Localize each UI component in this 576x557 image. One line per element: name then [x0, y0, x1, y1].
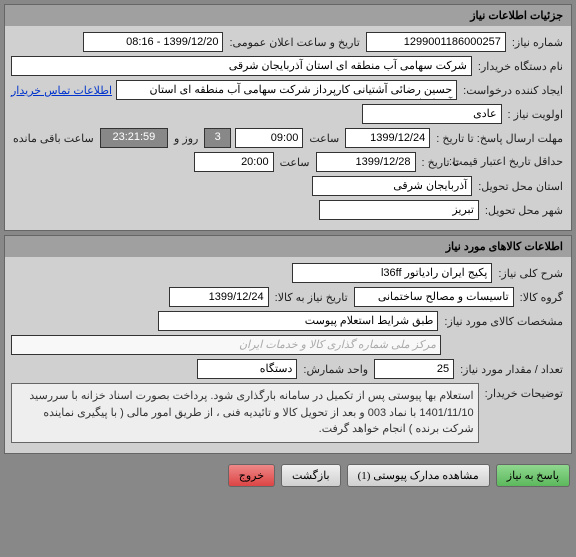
delivery-province-field: آذربایجان شرقی: [312, 176, 472, 196]
delivery-city-label: شهر محل تحویل:: [483, 204, 565, 217]
attachments-button[interactable]: مشاهده مدارک پیوستی (1): [347, 464, 490, 487]
spec-label: مشخصات کالای مورد نیاز:: [442, 315, 565, 328]
reply-time-field: 09:00: [235, 128, 303, 148]
contact-link[interactable]: اطلاعات تماس خریدار: [11, 84, 112, 97]
credit-to-label: تا تاریخ :: [420, 156, 461, 169]
credit-time-label: ساعت: [278, 156, 312, 169]
need-date-label: تاریخ نیاز به کالا:: [273, 291, 350, 304]
need-details-panel: جزئیات اطلاعات نیاز شماره نیاز: 12990011…: [4, 4, 572, 231]
remaining-label: ساعت باقی مانده: [11, 132, 96, 145]
buyer-notes-label: توضیحات خریدار:: [483, 383, 565, 400]
reply-deadline-label: مهلت ارسال پاسخ: تا تاریخ :: [434, 132, 565, 145]
qty-label: تعداد / مقدار مورد نیاز:: [458, 363, 565, 376]
qty-field: 25: [374, 359, 454, 379]
buyer-org-field: شرکت سهامی آب منطقه ای استان آذربایجان ش…: [11, 56, 472, 76]
item-desc-field: پکیج ایران رادیاتور l36ff: [292, 263, 492, 283]
announce-label: تاریخ و ساعت اعلان عمومی:: [227, 36, 361, 49]
remaining-time-field: 23:21:59: [100, 128, 168, 148]
need-number-label: شماره نیاز:: [510, 36, 565, 49]
items-panel: اطلاعات کالاهای مورد نیاز شرح کلی نیاز: …: [4, 235, 572, 454]
buyer-org-label: نام دستگاه خریدار:: [476, 60, 565, 73]
exit-button[interactable]: خروج: [228, 464, 275, 487]
item-group-label: گروه کالا:: [518, 291, 565, 304]
need-number-field: 1299001186000257: [366, 32, 506, 52]
panel2-header: اطلاعات کالاهای مورد نیاز: [5, 236, 571, 257]
announce-field: 1399/12/20 - 08:16: [83, 32, 223, 52]
days-field: 3: [204, 128, 231, 148]
days-label: روز و: [172, 132, 200, 145]
creator-label: ایجاد کننده درخواست:: [461, 84, 565, 97]
priority-field: عادی: [362, 104, 502, 124]
creator-field: حسین رضائی آشتیانی کارپرداز شرکت سهامی آ…: [116, 80, 457, 100]
panel2-body: شرح کلی نیاز: پکیج ایران رادیاتور l36ff …: [5, 257, 571, 453]
delivery-city-field: تبریز: [319, 200, 479, 220]
item-group-field: تاسیسات و مصالح ساختمانی: [354, 287, 514, 307]
credit-deadline-label: حداقل تاریخ اعتبار قیمت:: [465, 155, 565, 169]
panel1-header: جزئیات اطلاعات نیاز: [5, 5, 571, 26]
back-button[interactable]: بازگشت: [281, 464, 341, 487]
item-desc-label: شرح کلی نیاز:: [496, 267, 565, 280]
reply-button[interactable]: پاسخ به نیاز: [496, 464, 570, 487]
unit-field: دستگاه: [197, 359, 297, 379]
buyer-notes-field: استعلام بها پیوستی پس از تکمیل در سامانه…: [11, 383, 479, 443]
unit-label: واحد شمارش:: [301, 363, 370, 376]
credit-date-field: 1399/12/28: [316, 152, 416, 172]
spec-field: طبق شرایط استعلام پیوست: [158, 311, 438, 331]
delivery-province-label: استان محل تحویل:: [476, 180, 565, 193]
button-bar: پاسخ به نیاز مشاهده مدارک پیوستی (1) باز…: [0, 458, 576, 493]
iran-code-placeholder: مرکز ملی شماره گذاری کالا و خدمات ایران: [11, 335, 441, 355]
panel1-body: شماره نیاز: 1299001186000257 تاریخ و ساع…: [5, 26, 571, 230]
priority-label: اولویت نیاز :: [506, 108, 565, 121]
reply-time-label: ساعت: [307, 132, 341, 145]
credit-time-field: 20:00: [194, 152, 274, 172]
reply-date-field: 1399/12/24: [345, 128, 430, 148]
need-date-field: 1399/12/24: [169, 287, 269, 307]
